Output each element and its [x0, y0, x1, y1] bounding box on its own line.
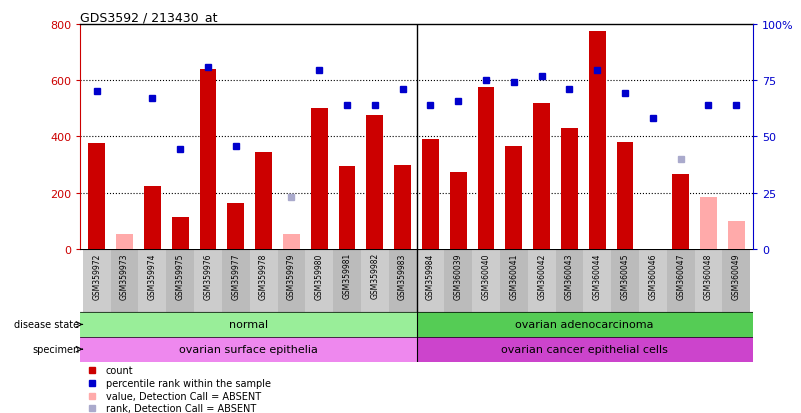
Text: GSM359978: GSM359978: [259, 252, 268, 299]
Bar: [611, 249, 639, 312]
Bar: [639, 249, 666, 312]
Bar: [556, 249, 583, 312]
Text: ovarian adenocarcinoma: ovarian adenocarcinoma: [516, 320, 654, 330]
Text: GSM359980: GSM359980: [315, 252, 324, 299]
Bar: [561, 129, 578, 249]
Text: specimen: specimen: [32, 344, 79, 354]
Text: GSM359983: GSM359983: [398, 252, 407, 299]
Text: GDS3592 / 213430_at: GDS3592 / 213430_at: [80, 11, 218, 24]
Bar: [339, 166, 356, 249]
Bar: [666, 249, 694, 312]
Text: GSM360049: GSM360049: [732, 252, 741, 299]
Bar: [417, 337, 753, 362]
Bar: [583, 249, 611, 312]
Text: ovarian cancer epithelial cells: ovarian cancer epithelial cells: [501, 344, 668, 354]
Text: percentile rank within the sample: percentile rank within the sample: [106, 378, 271, 388]
Text: GSM359977: GSM359977: [231, 252, 240, 299]
Bar: [505, 147, 522, 249]
Bar: [394, 165, 411, 249]
Text: GSM360041: GSM360041: [509, 252, 518, 299]
Bar: [472, 249, 500, 312]
Bar: [144, 186, 161, 249]
Text: GSM359973: GSM359973: [120, 252, 129, 299]
Bar: [139, 249, 167, 312]
Bar: [728, 221, 745, 249]
Text: GSM360048: GSM360048: [704, 252, 713, 299]
Bar: [256, 152, 272, 249]
Bar: [445, 249, 472, 312]
Text: GSM360039: GSM360039: [453, 252, 463, 299]
Bar: [367, 116, 383, 249]
Bar: [617, 143, 634, 249]
Text: GSM360043: GSM360043: [565, 252, 574, 299]
Bar: [167, 249, 194, 312]
Bar: [589, 32, 606, 249]
Bar: [88, 144, 105, 249]
Bar: [83, 249, 111, 312]
Bar: [672, 175, 689, 249]
Bar: [700, 197, 717, 249]
Text: disease state: disease state: [14, 320, 79, 330]
Bar: [194, 249, 222, 312]
Bar: [172, 217, 188, 249]
Text: GSM360046: GSM360046: [648, 252, 658, 299]
Text: normal: normal: [229, 320, 268, 330]
Bar: [528, 249, 556, 312]
Bar: [694, 249, 723, 312]
Text: GSM360044: GSM360044: [593, 252, 602, 299]
Bar: [116, 234, 133, 249]
Bar: [80, 337, 417, 362]
Text: GSM360040: GSM360040: [481, 252, 490, 299]
Text: GSM359975: GSM359975: [175, 252, 185, 299]
Bar: [361, 249, 388, 312]
Bar: [417, 312, 753, 337]
Bar: [311, 109, 328, 249]
Text: value, Detection Call = ABSENT: value, Detection Call = ABSENT: [106, 391, 261, 401]
Text: GSM360042: GSM360042: [537, 252, 546, 299]
Text: ovarian surface epithelia: ovarian surface epithelia: [179, 344, 318, 354]
Text: count: count: [106, 365, 133, 375]
Bar: [422, 140, 439, 249]
Bar: [111, 249, 139, 312]
Bar: [500, 249, 528, 312]
Bar: [450, 172, 466, 249]
Bar: [80, 312, 417, 337]
Text: GSM359981: GSM359981: [343, 252, 352, 299]
Text: GSM359976: GSM359976: [203, 252, 212, 299]
Text: GSM360047: GSM360047: [676, 252, 685, 299]
Bar: [277, 249, 305, 312]
Bar: [533, 103, 550, 249]
Bar: [417, 249, 445, 312]
Bar: [477, 88, 494, 249]
Text: GSM359984: GSM359984: [426, 252, 435, 299]
Bar: [283, 234, 300, 249]
Text: GSM359972: GSM359972: [92, 252, 101, 299]
Bar: [333, 249, 361, 312]
Bar: [222, 249, 250, 312]
Text: GSM359979: GSM359979: [287, 252, 296, 299]
Text: GSM359974: GSM359974: [148, 252, 157, 299]
Bar: [723, 249, 751, 312]
Bar: [250, 249, 277, 312]
Bar: [199, 70, 216, 249]
Text: rank, Detection Call = ABSENT: rank, Detection Call = ABSENT: [106, 403, 256, 413]
Text: GSM360045: GSM360045: [621, 252, 630, 299]
Bar: [305, 249, 333, 312]
Text: GSM359982: GSM359982: [370, 252, 380, 299]
Bar: [227, 203, 244, 249]
Bar: [388, 249, 417, 312]
